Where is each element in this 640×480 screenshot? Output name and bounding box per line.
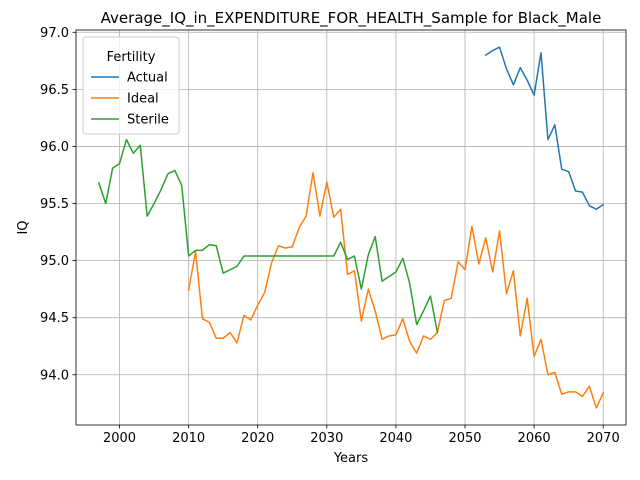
y-tick-label: 96.0 (40, 140, 69, 155)
axis-ticks: 2000 2010 2020 2030 2040 2050 2060 2070 94.0 94.5… (40, 26, 620, 446)
series-line-sterile (97, 138, 439, 334)
x-tick-label: 2000 (103, 431, 136, 446)
y-tick-label: 96.5 (40, 83, 69, 98)
x-tick-label: 2060 (518, 431, 551, 446)
x-tick-label: 2020 (241, 431, 274, 446)
y-tick-label: 97.0 (40, 26, 69, 41)
series-line-ideal (187, 171, 605, 409)
y-tick-label: 95.0 (40, 254, 69, 269)
legend-entry-actual: Actual (91, 71, 168, 86)
x-tick-label: 2010 (172, 431, 205, 446)
y-axis-label: IQ (16, 220, 31, 234)
legend-entries: Actual Ideal Sterile (91, 71, 169, 128)
series-line-actual (484, 46, 605, 210)
x-tick-label: 2050 (448, 431, 481, 446)
plot-frame (75, 29, 627, 426)
legend-label: Ideal (127, 92, 159, 107)
legend-entry-ideal: Ideal (91, 92, 159, 107)
legend-label: Sterile (127, 113, 169, 128)
legend-label: Actual (127, 71, 168, 86)
x-tick-label: 2070 (587, 431, 620, 446)
y-tick-label: 95.5 (40, 197, 69, 212)
x-tick-label: 2040 (379, 431, 412, 446)
legend-entry-sterile: Sterile (91, 113, 169, 128)
x-axis-label: Years (333, 451, 369, 466)
chart-title: Average_IQ_in_EXPENDITURE_FOR_HEALTH_Sam… (101, 9, 602, 28)
x-tick-label: 2030 (310, 431, 343, 446)
legend-box (82, 36, 180, 135)
y-tick-label: 94.5 (40, 311, 69, 326)
legend: Fertility Actual Ideal Sterile (82, 36, 180, 135)
y-tick-label: 94.0 (40, 368, 69, 383)
series-lines (97, 46, 605, 409)
legend-title: Fertility (107, 50, 156, 65)
